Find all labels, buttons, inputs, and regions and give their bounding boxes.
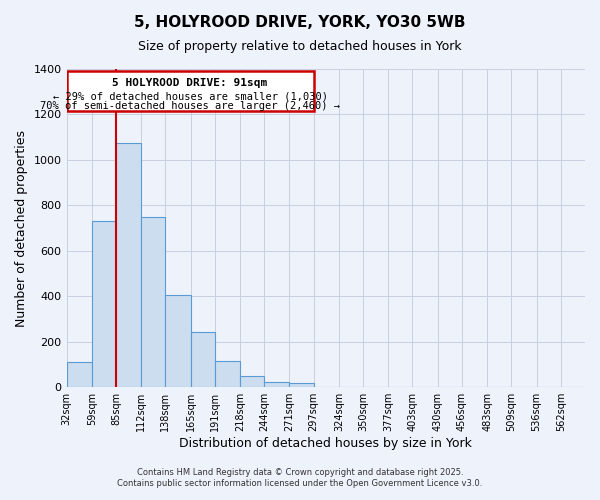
Bar: [116, 143, 141, 387]
Bar: [289, 382, 314, 387]
Text: 5, HOLYROOD DRIVE, YORK, YO30 5WB: 5, HOLYROOD DRIVE, YORK, YO30 5WB: [134, 15, 466, 30]
Bar: [264, 382, 289, 387]
Bar: [67, 72, 314, 111]
Bar: [166, 295, 191, 387]
Bar: [191, 332, 215, 387]
Bar: [240, 376, 264, 387]
Y-axis label: Number of detached properties: Number of detached properties: [15, 130, 28, 326]
Text: 70% of semi-detached houses are larger (2,460) →: 70% of semi-detached houses are larger (…: [40, 101, 340, 111]
X-axis label: Distribution of detached houses by size in York: Distribution of detached houses by size …: [179, 437, 472, 450]
Bar: [92, 222, 116, 387]
Text: 5 HOLYROOD DRIVE: 91sqm: 5 HOLYROOD DRIVE: 91sqm: [112, 78, 268, 88]
Text: ← 29% of detached houses are smaller (1,030): ← 29% of detached houses are smaller (1,…: [53, 91, 328, 101]
Bar: [141, 216, 166, 387]
Text: Size of property relative to detached houses in York: Size of property relative to detached ho…: [138, 40, 462, 53]
Bar: [67, 362, 92, 387]
Text: Contains HM Land Registry data © Crown copyright and database right 2025.
Contai: Contains HM Land Registry data © Crown c…: [118, 468, 482, 487]
Bar: [215, 361, 240, 387]
